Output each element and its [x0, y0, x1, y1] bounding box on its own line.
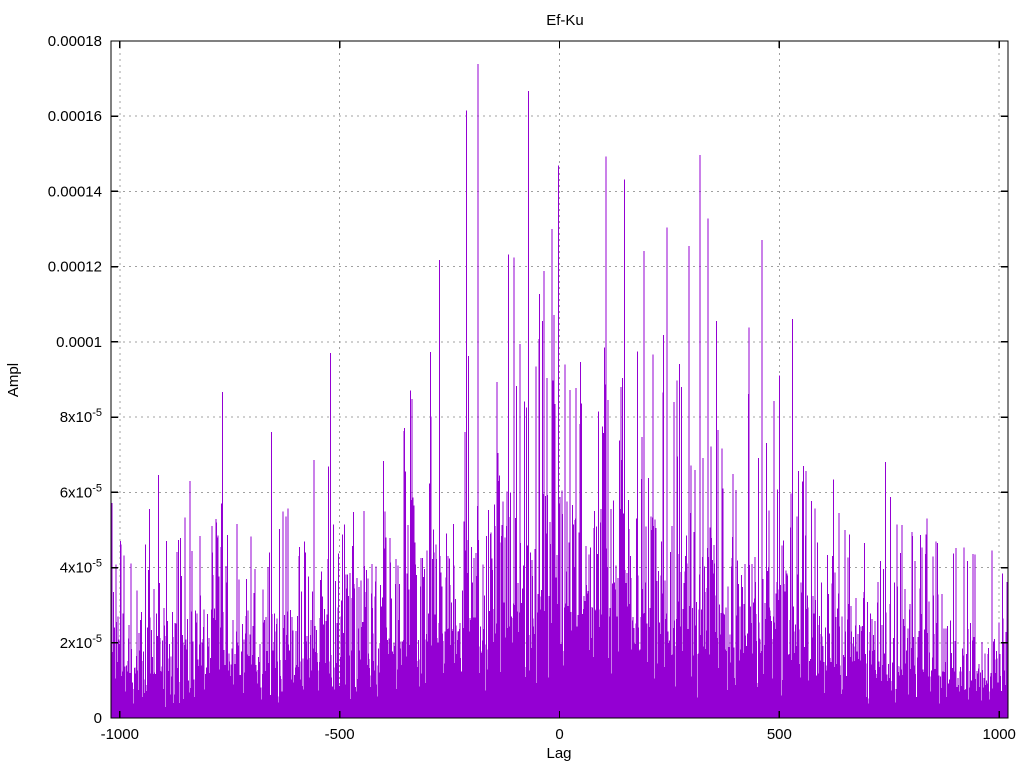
x-tick-label: -500 — [325, 726, 355, 743]
y-tick-label: 0.00018 — [48, 33, 102, 50]
y-tick-label: 4x10-5 — [60, 558, 102, 577]
y-tick-label: 2x10-5 — [60, 633, 102, 652]
x-tick-label: -1000 — [101, 726, 139, 743]
x-tick-label: 0 — [555, 726, 563, 743]
y-axis-title: Ampl — [5, 363, 22, 397]
x-axis-tick-labels: -1000 -500 0 500 1000 — [101, 726, 1016, 743]
y-tick-label: 0.00016 — [48, 108, 102, 125]
y-tick-label: 0 — [94, 710, 102, 727]
y-tick-label: 6x10-5 — [60, 482, 102, 501]
chart-title: Ef-Ku — [546, 12, 584, 29]
y-tick-label: 0.0001 — [56, 334, 102, 351]
y-axis-tick-labels: 0 2x10-5 4x10-5 6x10-5 8x10-5 0.0001 0.00012 0.… — [48, 33, 102, 727]
x-tick-label: 500 — [767, 726, 792, 743]
y-tick-label: 0.00014 — [48, 183, 102, 200]
y-tick-label: 8x10-5 — [60, 407, 102, 426]
x-axis-title: Lag — [546, 745, 571, 762]
x-tick-label: 1000 — [983, 726, 1016, 743]
y-tick-label: 0.00012 — [48, 259, 102, 276]
axis-ticks — [111, 40, 1008, 719]
